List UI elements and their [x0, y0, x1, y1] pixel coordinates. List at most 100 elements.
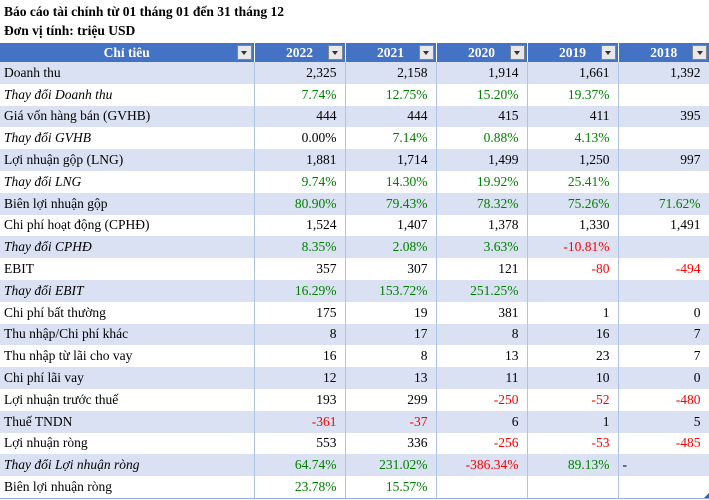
column-header-2021[interactable]: 2021: [345, 43, 437, 62]
cell-2019[interactable]: -80: [527, 258, 619, 280]
cell-2019[interactable]: -53: [527, 432, 619, 455]
cell-2022[interactable]: 444: [254, 105, 346, 128]
cell-2020[interactable]: 1,914: [436, 62, 528, 84]
cell-2022[interactable]: 357: [254, 258, 346, 280]
cell-2019[interactable]: 4.13%: [527, 127, 619, 150]
row-label-cell[interactable]: Thu nhập/Chi phí khác: [0, 323, 255, 346]
cell-2022[interactable]: 553: [254, 432, 346, 455]
filter-dropdown-button-2019[interactable]: [600, 45, 616, 60]
cell-2021[interactable]: 1,714: [345, 149, 437, 171]
column-header-2018[interactable]: 2018: [618, 43, 709, 62]
cell-2022[interactable]: 175: [254, 301, 346, 324]
filter-dropdown-button-chi-tieu[interactable]: [236, 45, 252, 60]
filter-dropdown-button-2021[interactable]: [418, 45, 434, 60]
cell-2020[interactable]: 251.25%: [436, 279, 528, 302]
cell-2018[interactable]: 1,491: [618, 214, 709, 237]
cell-2019[interactable]: 411: [527, 105, 619, 128]
cell-2019[interactable]: -52: [527, 388, 619, 411]
cell-2020[interactable]: -256: [436, 432, 528, 455]
row-label-cell[interactable]: EBIT: [0, 258, 255, 280]
cell-2018[interactable]: [618, 476, 709, 499]
cell-2018[interactable]: 5: [618, 410, 709, 433]
filter-dropdown-button-2020[interactable]: [509, 45, 525, 60]
row-label-cell[interactable]: Biên lợi nhuận gộp: [0, 192, 255, 215]
cell-2021[interactable]: 2.08%: [345, 236, 437, 259]
cell-2019[interactable]: [527, 279, 619, 302]
cell-2021[interactable]: 17: [345, 323, 437, 346]
cell-2018[interactable]: 1,392: [618, 62, 709, 84]
cell-2020[interactable]: 19.92%: [436, 170, 528, 193]
cell-2021[interactable]: 12.75%: [345, 83, 437, 106]
row-label-cell[interactable]: Lợi nhuận ròng: [0, 432, 255, 455]
column-header-2020[interactable]: 2020: [436, 43, 528, 62]
cell-2022[interactable]: 12: [254, 367, 346, 389]
cell-2021[interactable]: 79.43%: [345, 192, 437, 215]
cell-2022[interactable]: 80.90%: [254, 192, 346, 215]
cell-2022[interactable]: 2,325: [254, 62, 346, 84]
cell-2021[interactable]: 7.14%: [345, 127, 437, 150]
cell-2022[interactable]: -361: [254, 410, 346, 433]
cell-2019[interactable]: [527, 476, 619, 499]
cell-2022[interactable]: 0.00%: [254, 127, 346, 150]
column-header-2022[interactable]: 2022: [254, 43, 346, 62]
cell-2020[interactable]: 8: [436, 323, 528, 346]
cell-2020[interactable]: 11: [436, 367, 528, 389]
cell-2019[interactable]: 25.41%: [527, 170, 619, 193]
cell-2020[interactable]: -386.34%: [436, 454, 528, 477]
cell-2019[interactable]: 1: [527, 410, 619, 433]
row-label-cell[interactable]: Thay đổi GVHB: [0, 127, 255, 150]
cell-2020[interactable]: 0.88%: [436, 127, 528, 150]
row-label-cell[interactable]: Biên lợi nhuận ròng: [0, 476, 255, 499]
cell-2021[interactable]: 19: [345, 301, 437, 324]
cell-2021[interactable]: 231.02%: [345, 454, 437, 477]
cell-2019[interactable]: 23: [527, 345, 619, 368]
cell-2019[interactable]: 10: [527, 367, 619, 389]
cell-2019[interactable]: 16: [527, 323, 619, 346]
cell-2021[interactable]: 336: [345, 432, 437, 455]
row-label-cell[interactable]: Lợi nhuận trước thuế: [0, 388, 255, 411]
cell-2019[interactable]: 75.26%: [527, 192, 619, 215]
row-label-cell[interactable]: Thuế TNDN: [0, 410, 255, 433]
cell-2018[interactable]: 7: [618, 345, 709, 368]
cell-2018[interactable]: [618, 127, 709, 150]
column-header-chi-tieu[interactable]: Chỉ tiêu: [0, 43, 255, 62]
row-label-cell[interactable]: Thay đổi EBIT: [0, 279, 255, 302]
cell-2020[interactable]: 1,499: [436, 149, 528, 171]
cell-2021[interactable]: 299: [345, 388, 437, 411]
cell-2021[interactable]: 15.57%: [345, 476, 437, 499]
cell-2021[interactable]: 444: [345, 105, 437, 128]
cell-2019[interactable]: 1: [527, 301, 619, 324]
cell-2022[interactable]: 8.35%: [254, 236, 346, 259]
cell-2018[interactable]: 7: [618, 323, 709, 346]
cell-2020[interactable]: 3.63%: [436, 236, 528, 259]
cell-2018[interactable]: 0: [618, 301, 709, 324]
cell-2022[interactable]: 193: [254, 388, 346, 411]
cell-2020[interactable]: [436, 476, 528, 499]
cell-2021[interactable]: 2,158: [345, 62, 437, 84]
row-label-cell[interactable]: Thay đổi LNG: [0, 170, 255, 193]
row-label-cell[interactable]: Thu nhập từ lãi cho vay: [0, 345, 255, 368]
cell-2018[interactable]: [618, 83, 709, 106]
cell-2019[interactable]: 19.37%: [527, 83, 619, 106]
row-label-cell[interactable]: Thay đổi Doanh thu: [0, 83, 255, 106]
cell-2022[interactable]: 1,524: [254, 214, 346, 237]
cell-2022[interactable]: 8: [254, 323, 346, 346]
column-header-2019[interactable]: 2019: [527, 43, 619, 62]
filter-dropdown-button-2018[interactable]: [692, 45, 707, 60]
cell-2018[interactable]: [618, 236, 709, 259]
cell-2018[interactable]: [618, 279, 709, 302]
cell-2021[interactable]: 13: [345, 367, 437, 389]
row-label-cell[interactable]: Thay đổi CPHĐ: [0, 236, 255, 259]
cell-2018[interactable]: -: [618, 454, 709, 477]
row-label-cell[interactable]: Chi phí hoạt động (CPHĐ): [0, 214, 255, 237]
cell-2020[interactable]: 15.20%: [436, 83, 528, 106]
row-label-cell[interactable]: Thay đổi Lợi nhuận ròng: [0, 454, 255, 477]
cell-2018[interactable]: 997: [618, 149, 709, 171]
row-label-cell[interactable]: Giá vốn hàng bán (GVHB): [0, 105, 255, 128]
cell-2020[interactable]: 381: [436, 301, 528, 324]
cell-2018[interactable]: -494: [618, 258, 709, 280]
cell-2022[interactable]: 16.29%: [254, 279, 346, 302]
cell-2018[interactable]: -480: [618, 388, 709, 411]
cell-2020[interactable]: 1,378: [436, 214, 528, 237]
cell-2021[interactable]: 307: [345, 258, 437, 280]
